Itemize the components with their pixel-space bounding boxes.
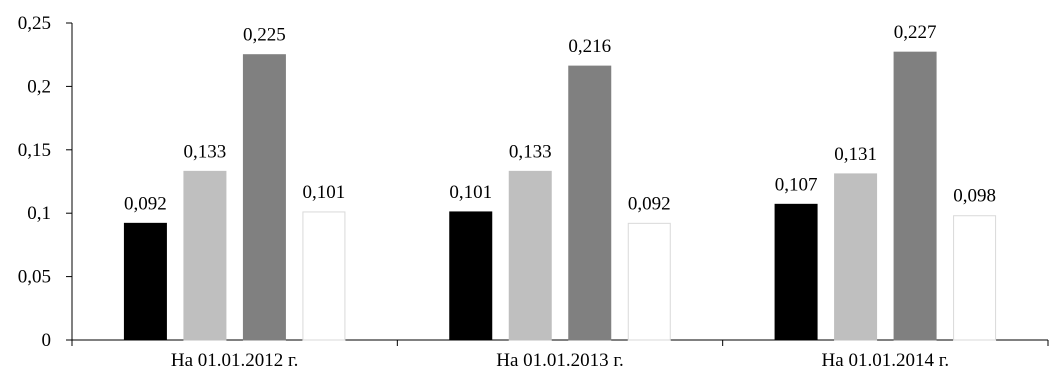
bar — [242, 54, 286, 341]
bar — [123, 222, 167, 341]
y-tick-label: 0,25 — [18, 13, 51, 34]
x-axis: На 01.01.2012 г. На 01.01.2013 г. На 01.01… — [71, 339, 1049, 371]
data-label: 0,101 — [449, 182, 492, 203]
bar — [183, 170, 227, 341]
bar — [834, 173, 878, 341]
data-label: 0,225 — [243, 25, 286, 46]
bar — [893, 51, 937, 341]
data-label: 0,107 — [775, 174, 818, 195]
y-tick-label: 0,05 — [18, 267, 51, 288]
y-tick-label: 0,2 — [27, 76, 51, 97]
x-category-label: На 01.01.2014 г. — [822, 350, 950, 371]
y-tick-label: 0,1 — [27, 203, 51, 224]
data-labels: 0,092 0,133 0,225 0,101 0,101 0,133 0,216 0,092… — [124, 22, 996, 214]
x-category-label: На 01.01.2013 г. — [496, 350, 624, 371]
data-label: 0,133 — [184, 141, 227, 162]
bar — [953, 215, 997, 341]
bar — [627, 222, 671, 341]
data-label: 0,101 — [303, 182, 346, 203]
bar — [302, 211, 346, 341]
data-label: 0,092 — [628, 193, 671, 214]
bar — [568, 65, 612, 341]
bar — [774, 203, 818, 341]
data-label: 0,098 — [953, 186, 996, 207]
bars — [123, 51, 997, 341]
y-tick-label: 0,15 — [18, 140, 51, 161]
data-label: 0,092 — [124, 193, 167, 214]
x-category-label: На 01.01.2012 г. — [171, 350, 299, 371]
bar — [508, 170, 552, 341]
y-axis: 0 0,05 0,1 0,15 0,2 0,25 — [18, 13, 73, 351]
bar — [449, 211, 493, 341]
data-label: 0,131 — [834, 144, 877, 165]
y-tick-label: 0 — [42, 330, 52, 351]
data-label: 0,216 — [568, 36, 611, 57]
data-label: 0,227 — [894, 22, 937, 43]
data-label: 0,133 — [509, 141, 552, 162]
